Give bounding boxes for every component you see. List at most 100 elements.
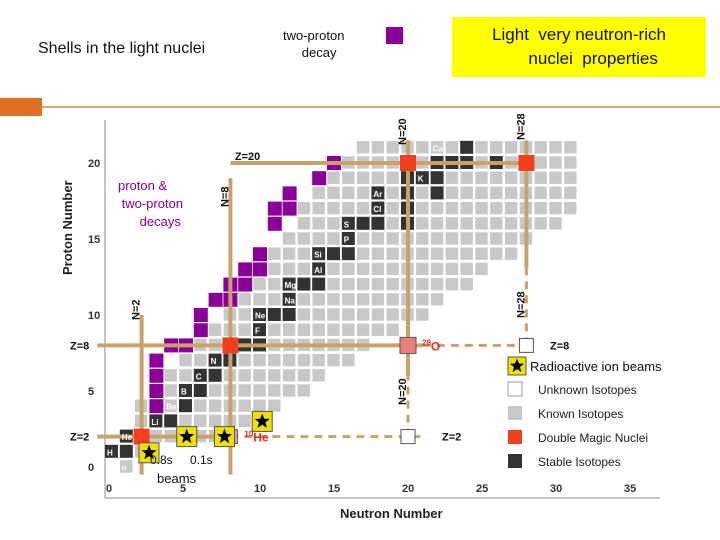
element-label: Mg: [285, 281, 297, 290]
known-isotope-cell: [193, 353, 208, 367]
two-proton-cell: [149, 399, 164, 414]
known-isotope-cell: [385, 216, 400, 231]
known-isotope-cell: [415, 277, 430, 291]
known-isotope-cell: [237, 307, 252, 322]
element-label: He: [122, 433, 133, 442]
known-isotope-cell: [459, 201, 474, 215]
stable-isotope-cell: [164, 414, 178, 428]
known-isotope-cell: [474, 201, 489, 215]
known-isotope-cell: [371, 262, 385, 276]
known-isotope-cell: [237, 368, 252, 383]
known-isotope-cell: [311, 231, 326, 246]
x-tick-label: 25: [476, 483, 488, 495]
x-tick-label: 10: [254, 483, 266, 495]
known-isotope-cell: [356, 140, 370, 155]
known-isotope-cell: [489, 186, 504, 200]
known-isotope-cell: [371, 170, 385, 185]
known-isotope-cell: [252, 383, 267, 398]
known-isotope-cell: [282, 231, 296, 246]
stable-isotope-cell: [208, 353, 222, 367]
two-proton-cell: [238, 262, 253, 277]
stable-isotope-cell: [193, 368, 207, 382]
known-isotope-cell: [385, 140, 400, 155]
known-isotope-cell: [430, 246, 444, 261]
beam-star-icon: [179, 428, 195, 444]
x-tick-label: 5: [180, 483, 186, 495]
two-proton-cell: [149, 368, 164, 383]
known-isotope-cell: [459, 170, 474, 185]
known-isotope-cell: [385, 292, 400, 307]
legend-star-icon: [509, 358, 525, 373]
known-isotope-cell: [563, 170, 578, 185]
known-isotope-cell: [415, 307, 430, 322]
stable-isotope-cell: [430, 171, 444, 185]
element-label: N: [211, 357, 217, 366]
known-isotope-cell: [415, 262, 430, 276]
known-isotope-cell: [489, 201, 504, 215]
known-isotope-cell: [533, 216, 548, 231]
legend: Radioactive ion beams Unknown Isotopes Kno…: [507, 356, 662, 469]
known-isotope-cell: [548, 155, 563, 170]
element-label: C: [196, 372, 202, 381]
known-isotope-cell: [208, 414, 222, 428]
known-isotope-cell: [445, 277, 459, 291]
known-isotope-cell: [326, 170, 341, 185]
known-isotope-cell: [311, 186, 326, 200]
known-isotope-cell: [297, 216, 311, 231]
element-label: Si: [314, 251, 322, 260]
two-proton-cell: [253, 247, 267, 262]
element-label: K: [418, 175, 424, 184]
known-isotope-cell: [326, 353, 341, 367]
annotation-proton-decays: proton & two-proton decays: [118, 178, 183, 229]
label-n8: N=8: [219, 187, 231, 208]
known-isotope-cell: [504, 246, 518, 261]
known-isotope-cell: [326, 277, 341, 291]
known-isotope-cell: [385, 231, 400, 246]
known-isotope-cell: [430, 201, 444, 215]
stable-isotope-cell: [371, 186, 385, 200]
stable-isotope-cell: [371, 216, 385, 230]
x-tick-label: 35: [624, 483, 636, 495]
known-isotope-cell: [297, 201, 311, 215]
known-isotope-cell: [163, 368, 178, 383]
known-isotope-cell: [356, 292, 370, 307]
known-isotope-cell: [459, 216, 474, 231]
known-isotope-cell: [311, 201, 326, 215]
slide-title: Shells in the light nuclei: [38, 40, 206, 57]
known-isotope-cell: [415, 140, 430, 155]
stable-isotope-cell: [460, 140, 474, 154]
known-isotope-cell: [504, 140, 518, 155]
label-n2: N=2: [131, 300, 143, 321]
known-isotope-cell: [178, 353, 193, 367]
known-isotope-cell: [119, 459, 134, 474]
two-proton-swatch: [386, 27, 403, 44]
known-isotope-cell: [474, 216, 489, 231]
two-proton-cell: [238, 277, 253, 292]
known-isotope-cell: [459, 231, 474, 246]
known-isotope-cell: [297, 307, 311, 322]
x-tick-label: 0: [106, 483, 112, 495]
known-isotope-cell: [548, 140, 563, 155]
two-proton-cell: [193, 308, 208, 322]
known-isotope-cell: [163, 383, 178, 398]
known-isotope-cell: [489, 170, 504, 185]
stable-isotope-cell: [105, 444, 118, 458]
beam-star-icon: [141, 444, 157, 460]
known-isotope-cell: [445, 140, 459, 155]
highlight-box: Light very neutron-rich nuclei propertie…: [452, 17, 706, 77]
element-label: Ne: [255, 312, 266, 321]
known-isotope-cell: [282, 383, 296, 398]
legend-label: Stable Isotopes: [538, 455, 621, 469]
known-isotope-cell: [385, 307, 400, 322]
y-tick-label: 15: [88, 234, 100, 246]
known-isotope-cell: [341, 292, 356, 307]
known-isotope-cell: [356, 262, 370, 276]
y-tick-label: 20: [88, 158, 100, 170]
known-isotope-cell: [267, 368, 282, 383]
known-isotope-cell: [326, 186, 341, 200]
known-isotope-cell: [489, 216, 504, 231]
known-isotope-cell: [297, 262, 311, 276]
known-isotope-cell: [311, 322, 326, 337]
known-isotope-cell: [356, 246, 370, 261]
known-isotope-cell: [430, 262, 444, 276]
